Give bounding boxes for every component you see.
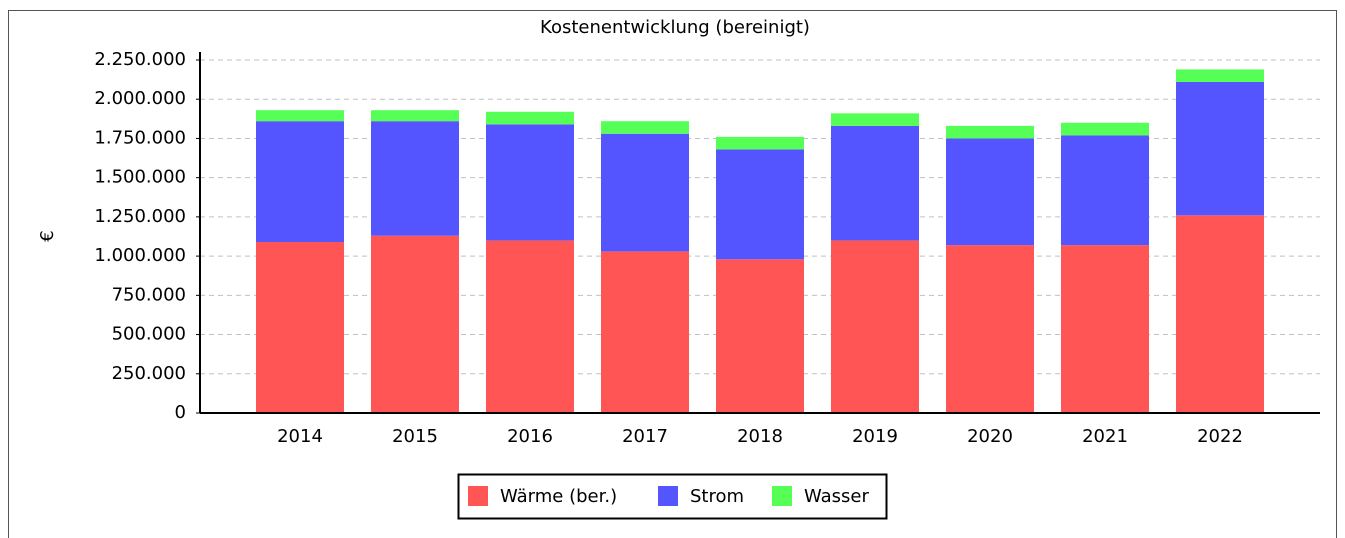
x-tick-label: 2019 bbox=[852, 426, 898, 447]
bar-segment bbox=[716, 149, 804, 260]
bar-segment bbox=[831, 125, 919, 241]
legend-swatch bbox=[468, 486, 488, 506]
y-tick-label: 1.750.000 bbox=[94, 127, 186, 148]
bar-segment bbox=[831, 113, 919, 126]
bar-segment bbox=[601, 133, 689, 252]
legend-swatch bbox=[772, 486, 792, 506]
x-tick-label: 2016 bbox=[507, 426, 553, 447]
bar-segment bbox=[371, 235, 459, 413]
chart-title: Kostenentwicklung (bereinigt) bbox=[540, 17, 810, 38]
y-tick-label: 1.250.000 bbox=[94, 206, 186, 227]
bar-segment bbox=[1061, 245, 1149, 413]
bar-segment bbox=[486, 124, 574, 241]
bar-segment bbox=[1061, 135, 1149, 246]
y-axis-label: € bbox=[37, 230, 58, 241]
bar-segment bbox=[946, 125, 1034, 139]
y-tick-label: 1.500.000 bbox=[94, 167, 186, 188]
bar-segment bbox=[1061, 122, 1149, 136]
bar-segment bbox=[256, 110, 344, 122]
bar-segment bbox=[256, 121, 344, 242]
x-tick-label: 2021 bbox=[1082, 426, 1128, 447]
x-tick-label: 2015 bbox=[392, 426, 438, 447]
y-tick-label: 250.000 bbox=[112, 363, 186, 384]
y-tick-label: 750.000 bbox=[112, 284, 186, 305]
bar-segment bbox=[256, 241, 344, 413]
y-tick-label: 1.000.000 bbox=[94, 245, 186, 266]
x-tick-label: 2014 bbox=[277, 426, 323, 447]
bar-segment bbox=[371, 110, 459, 122]
bar-segment bbox=[831, 240, 919, 413]
bar-segment bbox=[486, 240, 574, 413]
y-tick-label: 2.000.000 bbox=[94, 88, 186, 109]
legend-swatch bbox=[658, 486, 678, 506]
bar-segment bbox=[946, 138, 1034, 246]
bar-segment bbox=[716, 259, 804, 413]
bar-segment bbox=[371, 121, 459, 236]
y-tick-label: 500.000 bbox=[112, 324, 186, 345]
x-tick-label: 2020 bbox=[967, 426, 1013, 447]
y-tick-label: 0 bbox=[175, 402, 186, 423]
legend-label: Wärme (ber.) bbox=[500, 486, 617, 507]
bar-segment bbox=[1176, 81, 1264, 216]
x-tick-label: 2017 bbox=[622, 426, 668, 447]
bar-segment bbox=[601, 251, 689, 413]
x-tick-label: 2022 bbox=[1197, 426, 1243, 447]
bar-segment bbox=[716, 136, 804, 150]
y-tick-label: 2.250.000 bbox=[94, 49, 186, 70]
legend-label: Wasser bbox=[804, 486, 870, 507]
bar-segment bbox=[1176, 215, 1264, 413]
bar-segment bbox=[486, 111, 574, 125]
bar-segment bbox=[946, 245, 1034, 413]
bar-segment bbox=[601, 121, 689, 134]
x-tick-label: 2018 bbox=[737, 426, 783, 447]
bar-segment bbox=[1176, 69, 1264, 82]
legend-label: Strom bbox=[690, 486, 744, 507]
